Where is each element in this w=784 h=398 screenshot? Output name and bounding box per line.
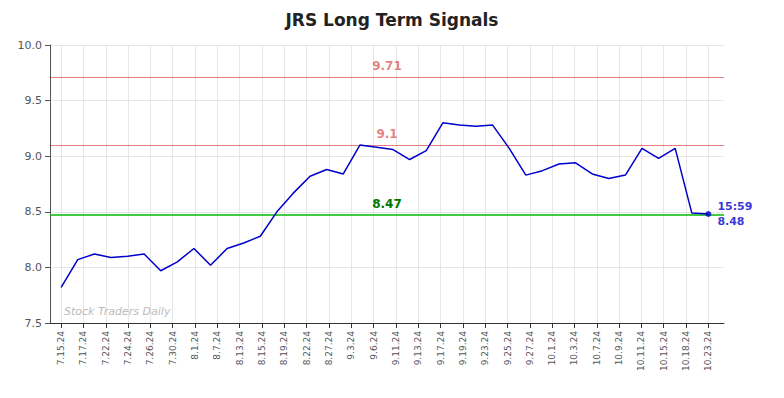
svg-text:9.27.24: 9.27.24 [525, 331, 535, 366]
svg-text:8.19.24: 8.19.24 [279, 331, 289, 366]
svg-text:7.17.24: 7.17.24 [78, 331, 88, 366]
svg-text:8.1.24: 8.1.24 [190, 331, 200, 360]
svg-text:10.18.24: 10.18.24 [681, 331, 691, 371]
svg-text:9.6.24: 9.6.24 [369, 331, 379, 360]
svg-text:7.24.24: 7.24.24 [123, 331, 133, 366]
svg-text:8.48: 8.48 [717, 215, 744, 228]
svg-text:8.47: 8.47 [372, 197, 402, 211]
svg-text:8.27.24: 8.27.24 [324, 331, 334, 366]
svg-text:8.13.24: 8.13.24 [235, 331, 245, 366]
svg-text:7.5: 7.5 [25, 317, 43, 330]
svg-text:10.15.24: 10.15.24 [659, 331, 669, 371]
svg-text:9.5: 9.5 [25, 94, 43, 107]
svg-text:10.7.24: 10.7.24 [592, 331, 602, 366]
svg-text:9.17.24: 9.17.24 [436, 331, 446, 366]
svg-text:9.13.24: 9.13.24 [413, 331, 423, 366]
svg-text:7.30.24: 7.30.24 [168, 331, 178, 366]
svg-text:10.1.24: 10.1.24 [547, 331, 557, 366]
svg-text:10.11.24: 10.11.24 [636, 331, 646, 371]
svg-text:15:59: 15:59 [717, 200, 752, 213]
svg-text:8.22.24: 8.22.24 [302, 331, 312, 366]
svg-text:9.23.24: 9.23.24 [480, 331, 490, 366]
svg-text:7.26.24: 7.26.24 [145, 331, 155, 366]
svg-text:JRS Long Term Signals: JRS Long Term Signals [285, 10, 499, 30]
svg-text:8.5: 8.5 [25, 205, 43, 218]
svg-text:9.25.24: 9.25.24 [503, 331, 513, 366]
svg-text:9.19.24: 9.19.24 [458, 331, 468, 366]
svg-text:8.7.24: 8.7.24 [212, 331, 222, 360]
svg-text:10.3.24: 10.3.24 [569, 331, 579, 366]
svg-text:8.15.24: 8.15.24 [257, 331, 267, 366]
svg-text:10.23.24: 10.23.24 [703, 331, 713, 371]
svg-text:8.0: 8.0 [25, 261, 43, 274]
svg-text:Stock Traders Daily: Stock Traders Daily [64, 305, 171, 318]
svg-text:9.1: 9.1 [376, 127, 397, 141]
svg-text:9.0: 9.0 [25, 150, 43, 163]
svg-text:9.71: 9.71 [372, 59, 402, 73]
svg-text:9.11.24: 9.11.24 [391, 331, 401, 366]
svg-text:7.15.24: 7.15.24 [56, 331, 66, 366]
svg-text:9.3.24: 9.3.24 [346, 331, 356, 360]
svg-text:7.22.24: 7.22.24 [101, 331, 111, 366]
svg-text:10.0: 10.0 [18, 39, 43, 52]
svg-text:10.9.24: 10.9.24 [614, 331, 624, 366]
